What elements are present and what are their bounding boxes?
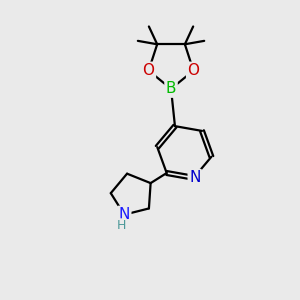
Text: N: N (189, 170, 200, 185)
Text: H: H (117, 219, 126, 232)
Text: N: N (118, 207, 130, 222)
Text: O: O (188, 63, 200, 78)
Text: O: O (142, 63, 154, 78)
Text: B: B (166, 81, 176, 96)
